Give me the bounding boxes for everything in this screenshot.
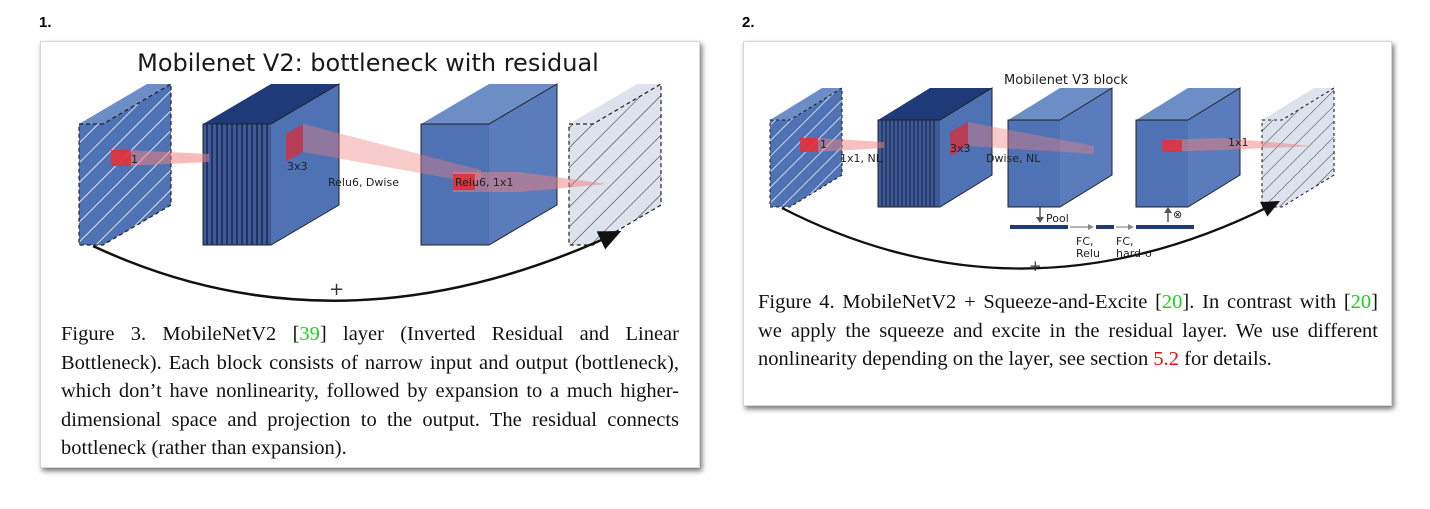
receptive-field-highlights [800, 122, 1314, 156]
expansion-block [877, 87, 993, 208]
label-dwise: Relu6, Dwise [328, 176, 399, 189]
receptive-field-highlights [111, 124, 607, 192]
citation-link[interactable]: 20 [1350, 291, 1372, 313]
label-expand-op: 3x3 [287, 160, 308, 173]
fc-relu-vector [1096, 225, 1114, 229]
label-input-op: 1 [131, 153, 138, 166]
citation-link[interactable]: 39 [299, 323, 320, 345]
label-dwise: Dwise, NL [986, 152, 1041, 165]
pooled-vector [1010, 225, 1068, 229]
diagram-mobilenet-v3: Mobilenet V3 block [769, 73, 1335, 275]
expansion-block [202, 83, 340, 246]
multiply-icon: ⊗ [1173, 208, 1182, 221]
caption-text: Figure 4. MobileNetV2 + Squeeze-and-Exci… [758, 291, 1162, 313]
residual-arrow [92, 230, 622, 302]
fc-hard-sigma-vector [1136, 225, 1194, 229]
figure-caption-1: Figure 3. MobileNetV2 [39] layer (Invert… [61, 320, 679, 463]
figure-card-2: Mobilenet V3 block [743, 41, 1392, 406]
label-pool: Pool [1046, 212, 1069, 225]
diagram-title: Mobilenet V2: bottleneck with residual [137, 49, 599, 77]
caption-text: ]. In contrast with [ [1182, 291, 1351, 313]
residual-arrow [781, 200, 1281, 270]
caption-text: Figure 3. MobileNetV2 [ [61, 323, 300, 345]
citation-link[interactable]: 20 [1161, 291, 1183, 313]
output-bottleneck-block [1261, 87, 1335, 208]
caption-text: ] layer (Inverted Residual and Linear Bo… [61, 323, 679, 460]
squeeze-excite-path: Pool ⊗ FC, Relu FC, hard-σ [1010, 207, 1194, 260]
panel-number-1: 1. [39, 14, 52, 31]
label-proj: 1x1 [1228, 136, 1249, 149]
label-fc-relu-1: FC, [1076, 235, 1094, 248]
residual-plus: + [329, 279, 344, 300]
label-expand-op: 3x3 [950, 142, 971, 155]
caption-text: ] we apply the squeeze and excite in the… [758, 291, 1378, 371]
label-fc-relu-2: Relu [1076, 247, 1100, 260]
panel-number-2: 2. [742, 14, 755, 31]
label-project: Relu6, 1x1 [455, 176, 513, 189]
label-input-op: 1 [820, 138, 827, 151]
label-op1: 1x1, NL [840, 152, 883, 165]
label-fc-hard-1: FC, [1116, 235, 1134, 248]
residual-plus: + [1029, 257, 1042, 275]
caption-text: for details. [1179, 348, 1272, 371]
diagram-mobilenet-v2: Mobilenet V2: bottleneck with residual [78, 49, 662, 302]
output-bottleneck-block [568, 82, 662, 246]
diagram-title: Mobilenet V3 block [1004, 73, 1128, 88]
figure-caption-2: Figure 4. MobileNetV2 + Squeeze-and-Exci… [758, 288, 1378, 374]
depthwise-block [1007, 87, 1113, 208]
figure-card-1: Mobilenet V2: bottleneck with residual [40, 41, 700, 468]
section-link[interactable]: 5.2 [1153, 348, 1180, 371]
